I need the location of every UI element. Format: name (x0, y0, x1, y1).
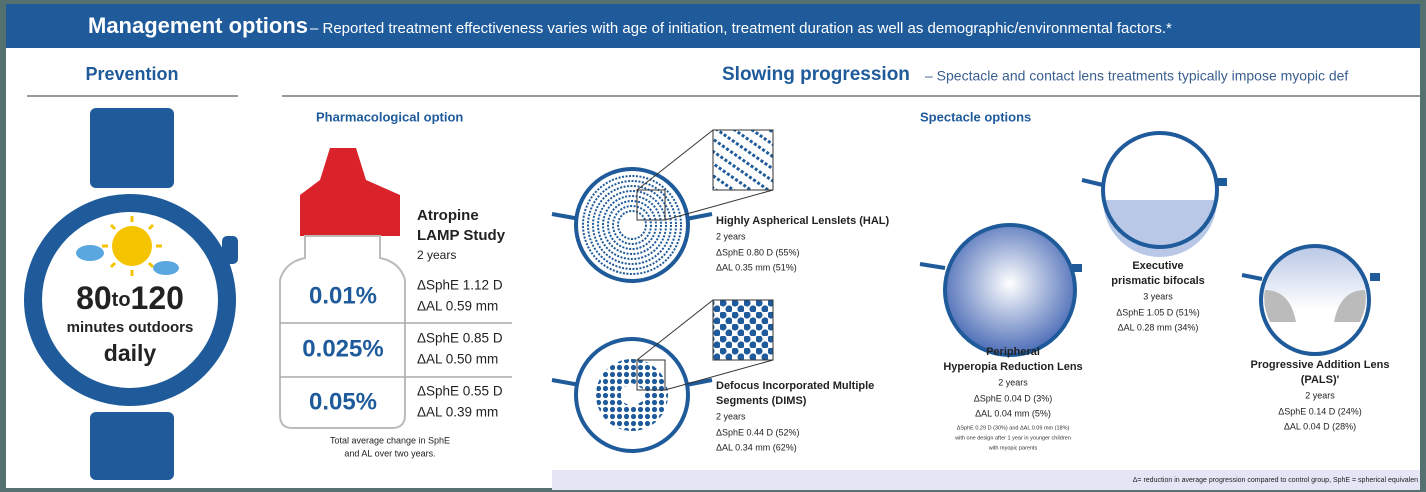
minutes-range: 80to120 (76, 280, 184, 316)
lens-duration: 3 years (1143, 291, 1173, 301)
lens-title: Executive (1132, 260, 1183, 272)
header-subtitle: – Reported treatment effectiveness varie… (310, 20, 1172, 37)
lens-note: ΔSphE 0.29 D (30%) and ΔAL 0.09 mm (18%) (957, 425, 1070, 431)
study-duration: 2 years (417, 248, 456, 262)
lens-title: Peripheral (986, 346, 1040, 358)
lens-al: ΔAL 0.04 mm (5%) (975, 408, 1051, 418)
lens-title: Defocus Incorporated Multiple (716, 380, 874, 392)
al-change: ΔAL 0.50 mm (417, 352, 498, 367)
lens-title: Highly Aspherical Lenslets (HAL) (716, 215, 890, 227)
lens-al: ΔAL 0.34 mm (62%) (716, 442, 797, 452)
lens-duration: 2 years (1305, 390, 1335, 400)
al-change: ΔAL 0.59 mm (417, 299, 498, 314)
range-to: to (112, 289, 131, 311)
study-title: Atropine (417, 207, 479, 224)
range-from: 80 (76, 280, 112, 316)
lens-title: Progressive Addition Lens (1251, 359, 1390, 371)
al-change: ΔAL 0.39 mm (417, 405, 498, 420)
sphe-change: ΔSphE 0.55 D (417, 384, 503, 399)
pharma-note: and AL over two years. (344, 448, 435, 458)
lens-title: Hyperopia Reduction Lens (943, 361, 1082, 373)
dose: 0.01% (309, 282, 377, 309)
lens-duration: 2 years (716, 411, 746, 421)
study-title: LAMP Study (417, 227, 506, 244)
page: { "header": {"title": "Management option… (0, 0, 1426, 492)
lens-al: ΔAL 0.28 mm (34%) (1118, 322, 1199, 332)
sphe-change: ΔSphE 0.85 D (417, 331, 503, 346)
slowing-heading: Slowing progression (722, 64, 910, 85)
header-title: Management options (88, 13, 308, 38)
frequency: daily (104, 340, 157, 366)
prevention-heading: Prevention (85, 64, 178, 84)
lens-sphe: ΔSphE 1.05 D (51%) (1116, 307, 1200, 317)
lens-al: ΔAL 0.35 mm (51%) (716, 262, 797, 272)
lens-duration: 2 years (998, 377, 1028, 387)
sphe-change: ΔSphE 1.12 D (417, 278, 503, 293)
spectacle-heading: Spectacle options (920, 109, 1031, 124)
range-upto: 120 (131, 280, 184, 316)
lens-title: Segments (DIMS) (716, 395, 807, 407)
pharma-note: Total average change in SphE (330, 435, 450, 445)
lens-title: prismatic bifocals (1111, 275, 1205, 287)
footer-note: Δ= reduction in average progression comp… (1133, 477, 1418, 484)
lens-sphe: ΔSphE 0.14 D (24%) (1278, 406, 1362, 416)
slowing-subtitle: – Spectacle and contact lens treatments … (925, 68, 1348, 84)
dose: 0.05% (309, 388, 377, 415)
lens-title: (PALS)' (1301, 374, 1340, 386)
minutes-unit: minutes outdoors (67, 319, 194, 336)
infographic: Management options – Reported treatment … (0, 0, 1426, 492)
lens-note: with myopic parents (988, 445, 1038, 451)
lens-sphe: ΔSphE 0.80 D (55%) (716, 247, 800, 257)
lens-sphe: ΔSphE 0.04 D (3%) (974, 393, 1053, 403)
lens-sphe: ΔSphE 0.44 D (52%) (716, 427, 800, 437)
dose: 0.025% (302, 335, 383, 362)
lens-duration: 2 years (716, 231, 746, 241)
lens-al: ΔAL 0.04 D (28%) (1284, 421, 1356, 431)
pharma-heading: Pharmacological option (316, 109, 463, 124)
lens-note: with one design after 1 year in younger … (954, 435, 1071, 441)
